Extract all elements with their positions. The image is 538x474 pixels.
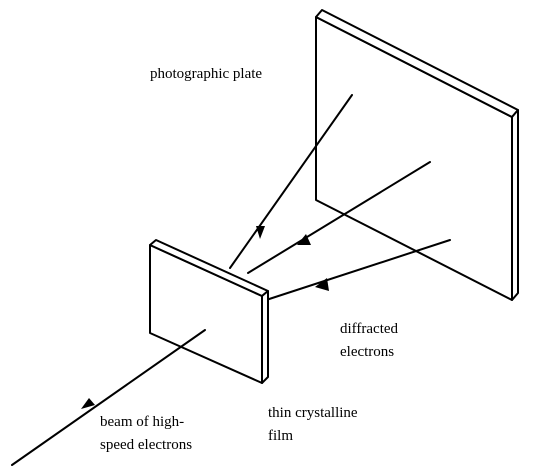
label-photographic-plate: photographic plate	[150, 66, 263, 82]
incident-beam	[11, 329, 206, 466]
arrowhead-ray-1	[256, 226, 265, 239]
arrowhead-beam	[81, 398, 95, 409]
diffracted-ray-1	[229, 94, 353, 269]
film-side-edge	[261, 290, 269, 384]
diffracted-ray-2	[247, 161, 431, 274]
thin-crystalline-film	[149, 239, 269, 384]
label-beam-line-1: beam of high-	[100, 414, 185, 430]
diffracted-electron-paths	[229, 94, 451, 303]
label-diffracted-line-1: diffracted	[340, 321, 399, 337]
diffracted-ray-3	[259, 239, 451, 303]
label-thin-film-line-1: thin crystalline	[268, 405, 358, 421]
arrowhead-ray-3	[315, 278, 329, 291]
label-beam-line-2: speed electrons	[100, 437, 193, 453]
photographic-plate	[315, 9, 519, 301]
label-diffracted-line-2: electrons	[340, 344, 395, 360]
plate-side-edge	[511, 109, 519, 301]
arrowhead-ray-2	[297, 234, 311, 245]
label-thin-film-line-2: film	[268, 428, 293, 444]
